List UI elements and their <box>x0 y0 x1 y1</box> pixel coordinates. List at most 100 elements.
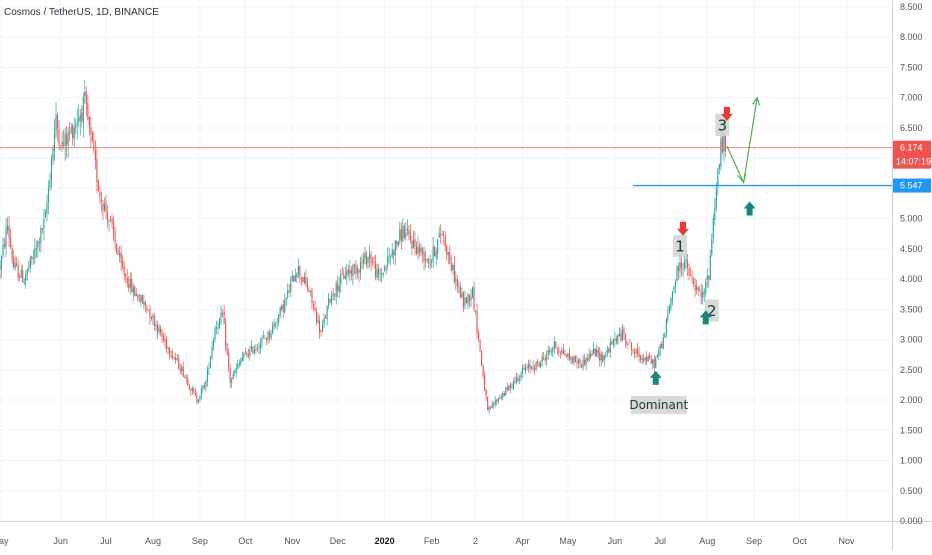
candle <box>53 118 56 162</box>
candle <box>73 117 75 149</box>
candle <box>711 233 713 257</box>
candle <box>690 267 692 277</box>
candle <box>571 356 574 364</box>
candle <box>437 239 439 260</box>
svg-text:Dominant: Dominant <box>629 398 688 412</box>
candle <box>259 337 262 354</box>
candle <box>621 324 624 342</box>
candle <box>175 352 177 365</box>
candle <box>153 313 156 331</box>
arrow-up-green[interactable] <box>649 370 662 385</box>
candle <box>194 388 196 397</box>
candle <box>444 231 446 252</box>
candle <box>238 359 240 368</box>
arrow-down-red[interactable] <box>720 106 733 121</box>
candle <box>16 256 18 267</box>
candle <box>178 354 180 370</box>
candle <box>96 148 98 194</box>
arrow-down-red[interactable] <box>677 221 690 236</box>
candle <box>488 405 490 414</box>
candle <box>384 264 386 272</box>
candle <box>335 280 337 305</box>
candle <box>206 365 209 387</box>
candle <box>63 129 65 149</box>
candle <box>397 241 399 248</box>
candle <box>173 356 175 361</box>
candle <box>602 352 604 363</box>
arrow-up-green[interactable] <box>699 310 712 325</box>
candle <box>553 336 555 355</box>
candle <box>31 255 33 266</box>
candle <box>431 259 433 268</box>
candle <box>3 237 6 249</box>
candle <box>164 332 166 349</box>
arrow-up-green[interactable] <box>743 201 756 216</box>
candle <box>402 218 404 243</box>
candle <box>393 248 395 264</box>
candle <box>235 363 237 378</box>
candle <box>131 272 133 293</box>
x-tick-label: 2020 <box>375 536 395 546</box>
candle <box>222 309 224 318</box>
candle <box>659 343 661 356</box>
candle <box>646 351 648 365</box>
candle <box>503 391 505 397</box>
candle <box>406 219 408 236</box>
candle <box>605 351 607 359</box>
candle <box>232 371 234 380</box>
candle <box>446 244 448 261</box>
candle <box>106 205 109 228</box>
candle <box>212 337 215 352</box>
candle <box>358 268 360 282</box>
candle <box>493 401 495 410</box>
candle <box>58 120 60 151</box>
candle <box>244 347 246 355</box>
candle <box>272 321 274 335</box>
candle <box>231 377 233 388</box>
candle <box>305 269 307 288</box>
candle <box>196 391 198 405</box>
candle <box>712 213 714 244</box>
current-price-label: 6.174 <box>900 143 923 153</box>
candle <box>537 358 539 367</box>
candle <box>264 334 266 340</box>
candle <box>618 327 620 337</box>
candle <box>344 267 346 280</box>
y-tick-label: 8.500 <box>900 2 923 12</box>
candle <box>428 257 430 269</box>
candle <box>155 321 157 331</box>
candle <box>376 263 378 280</box>
candle <box>387 247 389 271</box>
annotation-label-1[interactable]: 1 <box>672 234 687 257</box>
projection-path[interactable] <box>726 97 758 185</box>
candle <box>135 288 137 297</box>
candle <box>6 216 9 235</box>
y-axis-ticks: 0.000 0.500 1.000 1.500 2.000 2.500 3.000 3.500… <box>900 2 923 526</box>
candle <box>623 325 625 340</box>
y-tick-label: 2.000 <box>900 395 923 405</box>
candle <box>399 221 401 245</box>
candle <box>314 300 316 313</box>
candle <box>5 218 7 257</box>
candle <box>285 297 287 307</box>
candle <box>184 374 186 379</box>
candle <box>540 360 542 369</box>
y-tick-label: 5.000 <box>900 214 923 224</box>
candle <box>627 343 630 345</box>
candle <box>10 229 12 249</box>
candle <box>464 290 466 310</box>
x-tick-label: Jun <box>53 536 68 546</box>
current-price-tag <box>893 140 931 169</box>
candle <box>215 320 218 335</box>
candle <box>122 254 124 270</box>
candle <box>223 305 225 324</box>
candle <box>129 271 131 295</box>
candle <box>509 382 511 394</box>
candle <box>282 299 284 319</box>
annotation-dominant[interactable]: Dominant <box>629 395 689 414</box>
candle <box>14 255 16 271</box>
candle <box>650 355 652 365</box>
candle <box>556 347 558 355</box>
